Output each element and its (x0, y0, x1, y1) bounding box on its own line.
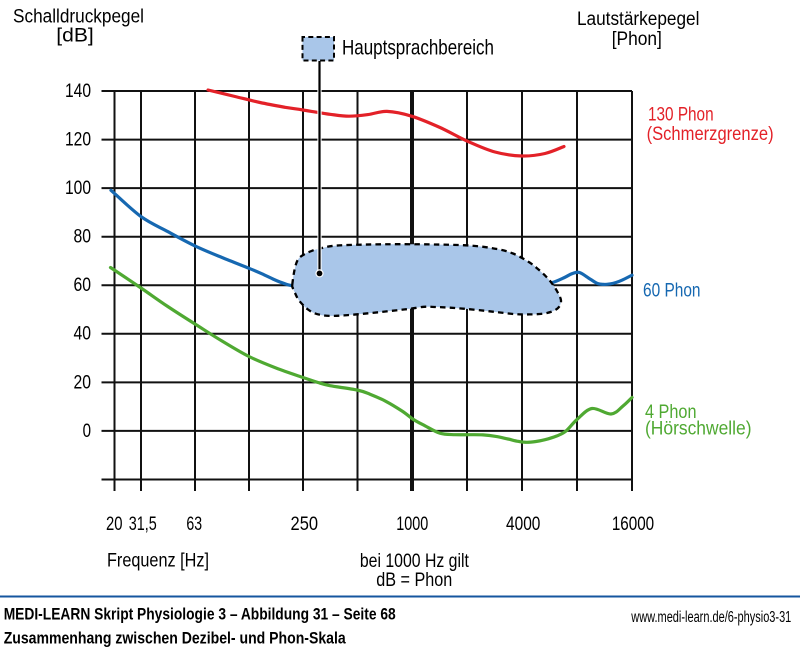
svg-text:dB = Phon: dB = Phon (376, 569, 452, 591)
svg-text:4000: 4000 (506, 513, 540, 535)
svg-text:63: 63 (186, 513, 202, 535)
svg-text:Lautstärkepegel: Lautstärkepegel (577, 8, 700, 30)
svg-text:(Schmerzgrenze): (Schmerzgrenze) (647, 123, 774, 145)
svg-text:Frequenz [Hz]: Frequenz [Hz] (107, 549, 209, 571)
svg-text:60 Phon: 60 Phon (643, 279, 701, 301)
svg-text:Schalldruckpegel: Schalldruckpegel (13, 6, 144, 28)
svg-text:1000: 1000 (396, 513, 428, 535)
svg-text:16000: 16000 (612, 513, 654, 535)
svg-text:Hauptsprachbereich: Hauptsprachbereich (342, 36, 494, 60)
svg-text:0: 0 (83, 420, 91, 442)
svg-text:www.medi-learn.de/6-physio3-31: www.medi-learn.de/6-physio3-31 (631, 609, 792, 626)
svg-text:Zusammenhang zwischen Dezibel-: Zusammenhang zwischen Dezibel- und Phon-… (4, 629, 347, 647)
svg-text:[Phon]: [Phon] (612, 28, 662, 50)
svg-text:MEDI-LEARN Skript Physiologie: MEDI-LEARN Skript Physiologie 3 – Abbild… (4, 606, 396, 624)
svg-text:4 Phon: 4 Phon (645, 401, 697, 423)
svg-text:40: 40 (74, 323, 92, 345)
svg-text:250: 250 (291, 513, 319, 535)
svg-text:140: 140 (65, 80, 91, 102)
svg-text:20: 20 (106, 513, 123, 535)
svg-text:80: 80 (74, 226, 92, 248)
svg-text:bei 1000 Hz gilt: bei 1000 Hz gilt (360, 550, 469, 572)
svg-text:(Hörschwelle): (Hörschwelle) (645, 418, 752, 440)
svg-text:31,5: 31,5 (129, 513, 157, 535)
svg-text:[dB]: [dB] (56, 25, 94, 47)
svg-text:60: 60 (74, 274, 92, 296)
svg-text:130 Phon: 130 Phon (648, 104, 714, 126)
svg-text:100: 100 (65, 177, 91, 199)
svg-text:120: 120 (65, 129, 91, 151)
svg-text:20: 20 (74, 371, 92, 393)
